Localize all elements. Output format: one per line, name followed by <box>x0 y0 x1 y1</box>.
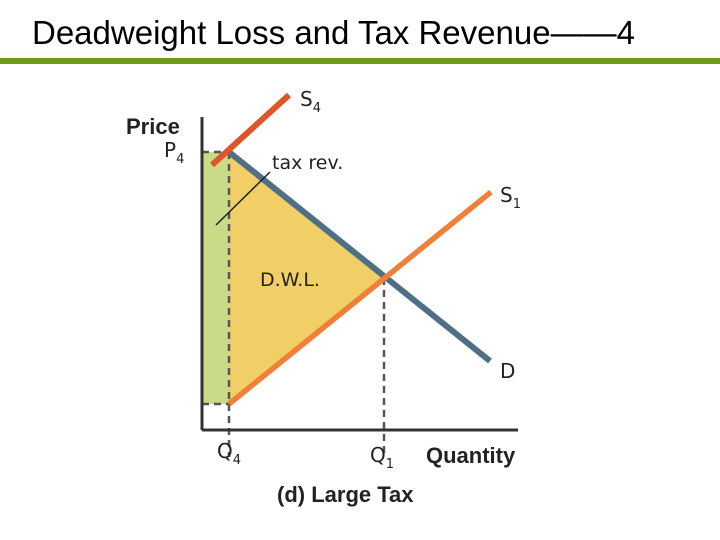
slide-title: Deadweight Loss and Tax Revenue——4 <box>32 14 635 51</box>
axes <box>200 117 518 432</box>
tax-rev-leader <box>215 171 271 226</box>
demand-curve <box>227 149 492 364</box>
p4-tick-label: P4 <box>164 138 184 167</box>
tax-revenue-area <box>202 152 229 404</box>
price-axis-label: Price <box>126 114 180 139</box>
q1-tick-label: Q1 <box>370 443 394 472</box>
supply-s4-curve <box>209 92 292 168</box>
dashed-guides <box>202 150 386 457</box>
s4-label: S4 <box>300 87 321 116</box>
dwl-label: D.W.L. <box>260 269 320 291</box>
quantity-axis-label: Quantity <box>426 443 516 468</box>
diagram-caption: (d) Large Tax <box>277 482 414 507</box>
demand-label: D <box>500 359 515 383</box>
deadweight-loss-area <box>229 152 384 404</box>
q4-tick-label: Q4 <box>217 439 241 468</box>
title-underline <box>0 58 720 64</box>
tax-revenue-label: tax rev. <box>272 152 343 174</box>
s1-label: S1 <box>500 183 521 212</box>
supply-s1-curve <box>227 189 493 407</box>
